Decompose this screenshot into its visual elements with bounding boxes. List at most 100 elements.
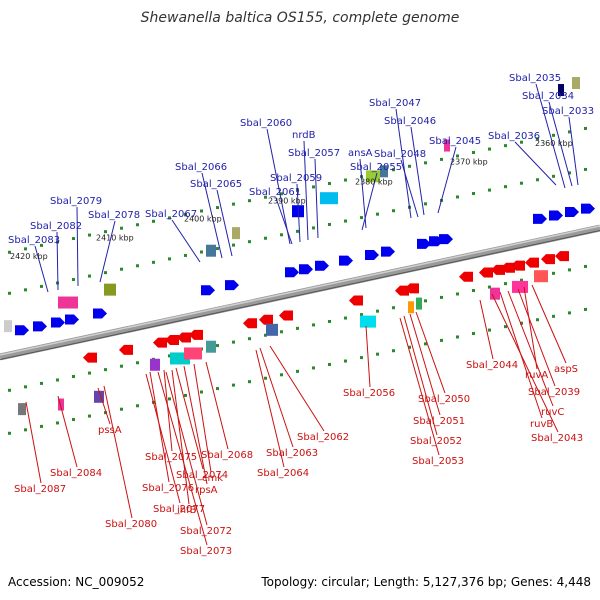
- track-dot: [8, 250, 11, 254]
- track-dot: [360, 356, 363, 360]
- bottom-leader-line: [403, 315, 438, 436]
- track-dot: [328, 181, 331, 185]
- reverse-gene-label: cmk: [202, 473, 223, 484]
- track-dot: [216, 387, 219, 391]
- track-dot: [280, 330, 283, 334]
- reverse-gene-arrow: [479, 267, 493, 278]
- bottom-leader-line: [25, 401, 42, 484]
- track-dot: [584, 126, 587, 130]
- track-dot: [344, 359, 347, 363]
- track-dot: [200, 250, 203, 254]
- reverse-gene-arrow: [165, 335, 179, 346]
- forward-gene-label: Sbal_2034: [522, 91, 574, 102]
- forward-gene-arrow: [439, 234, 453, 245]
- reverse-gene-arrow: [259, 314, 273, 325]
- reverse-gene-label: Sbal_2062: [297, 432, 349, 443]
- track-dot: [344, 316, 347, 320]
- forward-gene-label: Sbal_2036: [488, 131, 540, 142]
- bottom-leader-line: [57, 395, 78, 468]
- reverse-gene-label: ruvC: [541, 407, 564, 418]
- track-dot: [56, 421, 59, 425]
- track-dot: [56, 378, 59, 382]
- top-leader-line: [99, 220, 116, 283]
- track-dot: [440, 295, 443, 299]
- track-dot: [328, 222, 331, 226]
- gene-block: [58, 296, 78, 309]
- forward-gene-label: Sbal_2067: [145, 209, 197, 220]
- reverse-gene-arrow: [243, 318, 257, 329]
- forward-gene-arrow: [299, 264, 313, 275]
- reverse-gene-arrow: [405, 283, 419, 294]
- gene-block: [4, 320, 12, 333]
- forward-gene-arrow: [365, 250, 379, 261]
- track-dot: [280, 373, 283, 377]
- track-dot: [104, 368, 107, 372]
- reverse-gene-label: Sbal_2068: [201, 450, 253, 461]
- reverse-gene-label: Sbal_2039: [528, 387, 580, 398]
- track-dot: [472, 151, 475, 155]
- bottom-leader-line: [97, 387, 111, 425]
- top-leader-line: [410, 126, 425, 216]
- bottom-leader-line: [255, 349, 285, 468]
- track-guides: [8, 126, 587, 435]
- forward-gene-arrow: [51, 317, 65, 328]
- track-dot: [280, 233, 283, 237]
- track-dot: [104, 411, 107, 415]
- gene-block: [206, 244, 216, 257]
- track-dot: [456, 292, 459, 296]
- track-dot: [264, 195, 267, 199]
- reverse-gene-arrow: [153, 337, 167, 348]
- reverse-gene-label: ruvB: [530, 419, 553, 430]
- reverse-gene-arrow: [189, 329, 203, 340]
- forward-gene-label: Sbal_2078: [88, 210, 140, 221]
- forward-gene-label: Sbal_2055: [350, 162, 402, 173]
- forward-gene-label: nrdB: [292, 130, 316, 141]
- reverse-gene-label: Sbal_2051: [413, 416, 465, 427]
- reverse-gene-label: ruvA: [525, 370, 548, 381]
- track-dot: [232, 340, 235, 344]
- bottom-leader-line: [171, 369, 190, 505]
- forward-gene-label: Sbal_2061: [249, 187, 301, 198]
- forward-gene-label: Sbal_2083: [8, 235, 60, 246]
- track-dot: [200, 390, 203, 394]
- top-leader-line: [535, 83, 566, 189]
- track-dot: [248, 240, 251, 244]
- reverse-gene-label: Sbal_2075: [145, 452, 197, 463]
- track-dot: [520, 181, 523, 185]
- accession-text: Accession: NC_009052: [8, 575, 144, 589]
- reverse-gene-arrow: [555, 251, 569, 262]
- bottom-leader-line: [183, 365, 208, 485]
- track-dot: [8, 388, 11, 392]
- track-dot: [88, 233, 91, 237]
- track-dot: [184, 212, 187, 216]
- track-dot: [472, 332, 475, 336]
- track-dot: [40, 284, 43, 288]
- forward-gene-arrow: [225, 280, 239, 291]
- gene-block: [534, 270, 548, 283]
- track-dot: [440, 338, 443, 342]
- gene-block: [320, 192, 338, 205]
- track-dot: [216, 344, 219, 348]
- forward-gene-label: Sbal_2046: [384, 116, 436, 127]
- track-dot: [168, 257, 171, 261]
- forward-gene-label: Sbal_2047: [369, 98, 421, 109]
- track-dot: [104, 271, 107, 275]
- bottom-leader-line: [531, 284, 567, 364]
- track-dot: [136, 361, 139, 365]
- reverse-gene-label: Sbal_2072: [180, 526, 232, 537]
- track-dot: [360, 216, 363, 220]
- kbp-tick-label: 2400 kbp: [184, 214, 222, 223]
- track-dot: [472, 192, 475, 196]
- track-dot: [456, 154, 459, 158]
- forward-gene-label: Sbal_2066: [175, 162, 227, 173]
- track-dot: [120, 364, 123, 368]
- track-dot: [232, 383, 235, 387]
- track-dot: [312, 366, 315, 370]
- forward-gene-arrow: [65, 314, 79, 325]
- gene-block: [184, 347, 202, 360]
- kbp-tick-label: 2410 kbp: [96, 233, 134, 242]
- track-dot: [88, 274, 91, 278]
- forward-gene-arrow: [315, 260, 329, 271]
- track-dot: [264, 333, 267, 337]
